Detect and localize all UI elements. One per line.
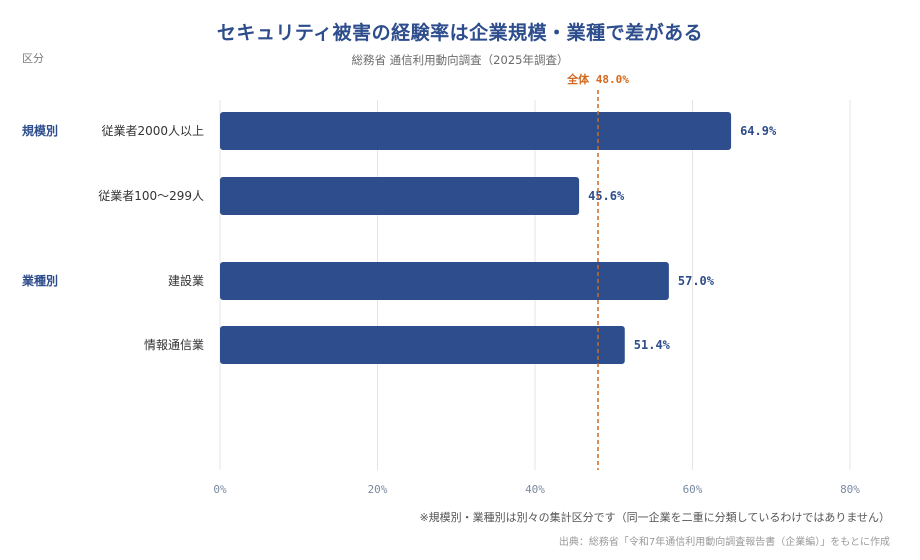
x-tick-label: 0% xyxy=(213,483,227,496)
bar xyxy=(220,112,732,150)
category-label: 従業者100〜299人 xyxy=(98,189,204,203)
reference-label: 全体 48.0% xyxy=(566,72,629,86)
category-header: 区分 xyxy=(22,52,44,65)
group-label: 規模別 xyxy=(22,123,58,138)
bar xyxy=(220,262,669,300)
value-label: 57.0% xyxy=(678,274,715,288)
x-tick-label: 60% xyxy=(683,483,703,496)
bar xyxy=(220,326,625,364)
category-label: 情報通信業 xyxy=(144,338,204,352)
value-label: 64.9% xyxy=(740,124,777,138)
category-label: 従業者2000人以上 xyxy=(101,124,204,138)
category-label: 建設業 xyxy=(168,273,204,288)
x-tick-label: 20% xyxy=(368,483,388,496)
x-tick-label: 40% xyxy=(525,483,545,496)
value-label: 51.4% xyxy=(634,338,671,352)
chart-subtitle: 総務省 通信利用動向調査（2025年調査） xyxy=(351,53,569,67)
chart-title: セキュリティ被害の経験率は企業規模・業種で差がある xyxy=(216,22,704,44)
group-label: 業種別 xyxy=(21,273,58,288)
x-tick-label: 80% xyxy=(840,483,860,496)
value-label: 45.6% xyxy=(588,189,625,203)
source-credit: 出典：総務省「令和7年通信利用動向調査報告書（企業編）」をもとに作成 xyxy=(558,537,890,548)
footnote: ※規模別・業種別は別々の集計区分です（同一企業を二重に分類しているわけではありま… xyxy=(419,511,890,524)
bar xyxy=(220,177,580,215)
